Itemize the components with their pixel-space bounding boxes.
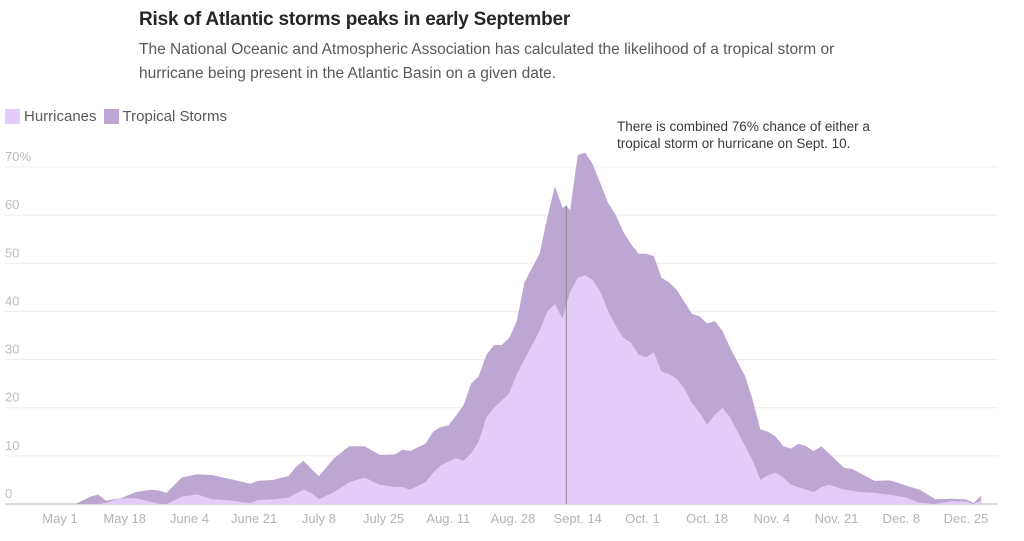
x-tick-label: Oct. 18	[686, 511, 728, 526]
legend-item-tropical-storms: Tropical Storms	[103, 108, 227, 125]
y-tick-label: 30	[5, 342, 19, 357]
y-tick-label: 10	[5, 438, 19, 453]
x-axis: May 1 May 18 June 4 June 21 July 8 July 25 Aug…	[42, 511, 988, 526]
legend: Hurricanes Tropical Storms	[5, 108, 234, 125]
area-tropical-storms	[6, 152, 982, 504]
x-tick-label: May 18	[103, 511, 146, 526]
x-tick-label: Sept. 14	[553, 511, 601, 526]
y-axis: 0 10 20 30 40 50 60 70%	[5, 149, 31, 501]
peak-annotation: There is combined 76% chance of either a…	[617, 119, 870, 151]
x-tick-label: June 4	[170, 511, 209, 526]
y-tick-label: 40	[5, 293, 19, 308]
x-tick-label: July 25	[363, 511, 404, 526]
y-tick-label: 0	[5, 486, 12, 501]
x-tick-label: Aug. 11	[426, 511, 470, 526]
chart-subtitle: The National Oceanic and Atmospheric Ass…	[139, 41, 835, 82]
legend-label-tropical-storms: Tropical Storms	[122, 108, 227, 125]
x-tick-label: Dec. 8	[882, 511, 920, 526]
x-tick-label: Nov. 21	[815, 511, 859, 526]
x-tick-label: June 21	[231, 511, 277, 526]
x-tick-label: Oct. 1	[625, 511, 660, 526]
x-tick-label: Dec. 25	[944, 511, 989, 526]
areas	[6, 152, 982, 504]
x-tick-label: Aug. 28	[491, 511, 536, 526]
y-tick-label: 50	[5, 245, 19, 260]
area-hurricanes	[6, 275, 982, 504]
y-tick-label: 60	[5, 197, 19, 212]
x-tick-label: Nov. 4	[754, 511, 791, 526]
chart-title: Risk of Atlantic storms peaks in early S…	[139, 9, 571, 30]
legend-swatch-tropical-storms	[103, 109, 119, 124]
x-tick-label: May 1	[42, 511, 77, 526]
legend-label-hurricanes: Hurricanes	[24, 108, 97, 125]
y-tick-label: 70%	[5, 149, 31, 164]
legend-item-hurricanes: Hurricanes	[5, 108, 97, 125]
legend-swatch-hurricanes	[5, 109, 20, 124]
x-tick-label: July 8	[302, 511, 336, 526]
y-tick-label: 20	[5, 390, 19, 405]
